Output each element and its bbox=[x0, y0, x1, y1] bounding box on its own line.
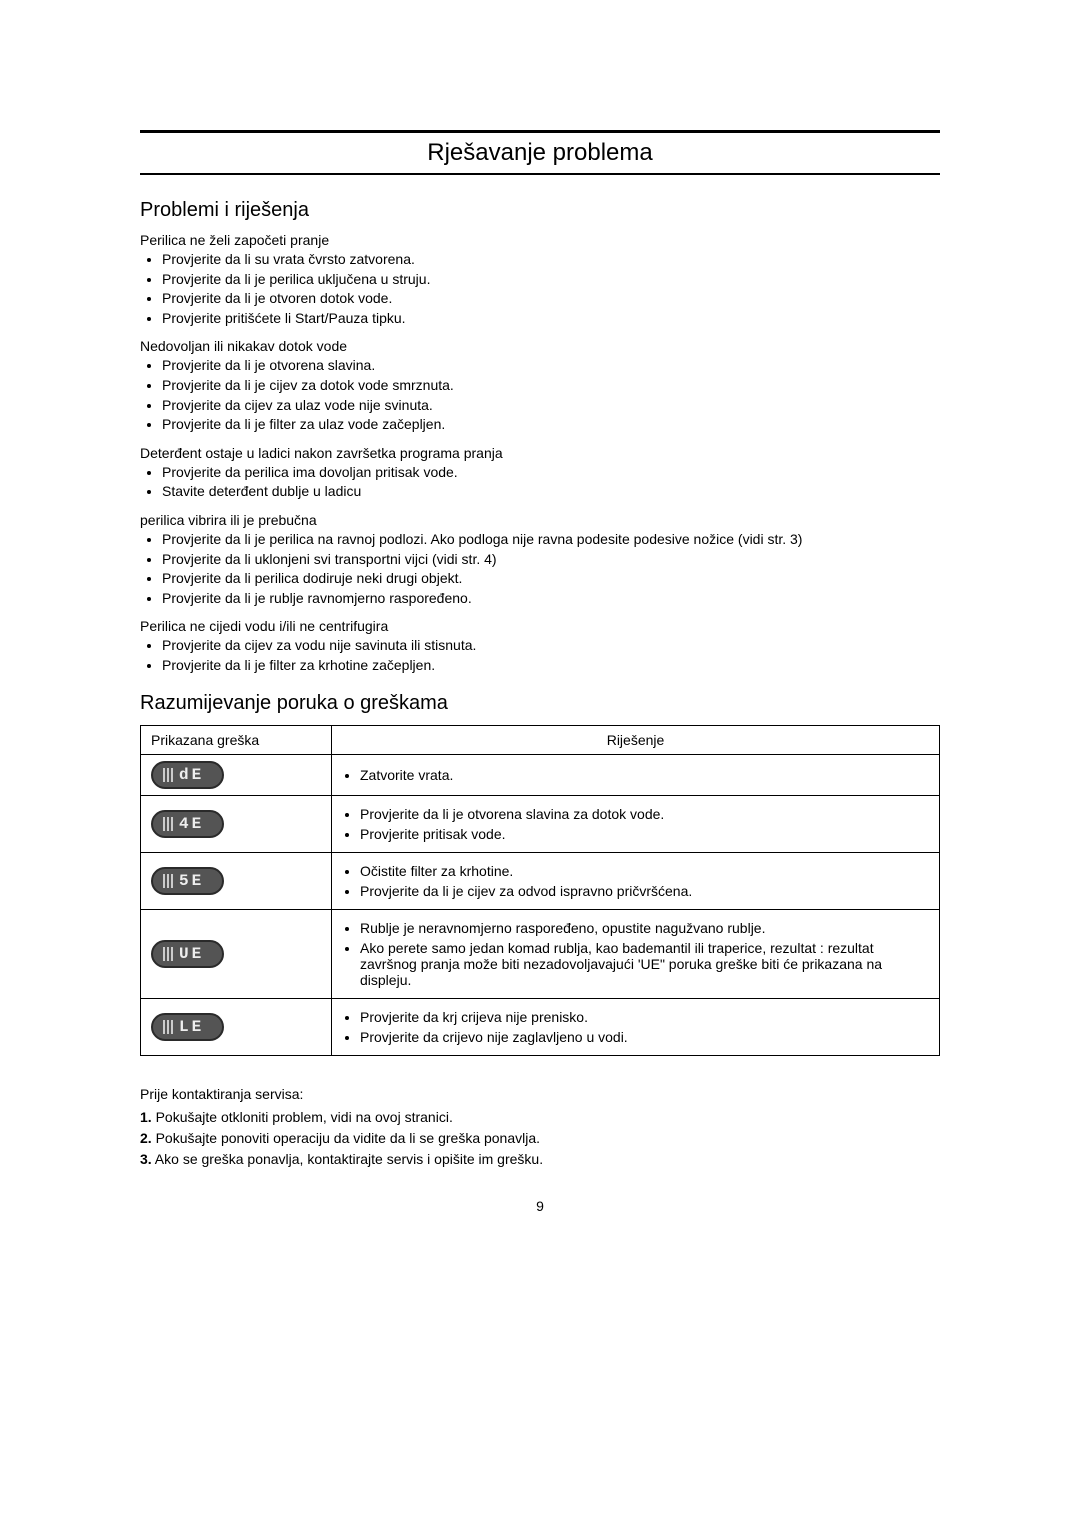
problem-items: Provjerite da li su vrata čvrsto zatvore… bbox=[140, 250, 940, 328]
solution-list: Rublje je neravnomjerno raspoređeno, opu… bbox=[342, 920, 929, 988]
badge-stripes-icon bbox=[163, 874, 173, 888]
error-code-text: 4E bbox=[179, 815, 204, 833]
problem-block: Nedovoljan ili nikakav dotok vode Provjer… bbox=[140, 338, 940, 434]
error-code-cell: UE bbox=[141, 909, 332, 998]
table-row: 5E Očistite filter za krhotine. Provjerite… bbox=[141, 852, 940, 909]
section-heading-problems: Problemi i riješenja bbox=[140, 199, 940, 222]
solution-cell: Zatvorite vrata. bbox=[332, 754, 940, 795]
problem-item: Provjerite da cijev za vodu nije savinut… bbox=[162, 636, 940, 656]
footer-lead: Prije kontaktiranja servisa: bbox=[140, 1084, 940, 1105]
solution-cell: Očistite filter za krhotine. Provjerite d… bbox=[332, 852, 940, 909]
problem-item: Provjerite da li je perilica na ravnoj p… bbox=[162, 530, 940, 550]
footer-step-number: 2. bbox=[140, 1130, 152, 1146]
problem-block: perilica vibrira ili je prebučna Provjeri… bbox=[140, 512, 940, 608]
solution-item: Provjerite da crijevo nije zaglavljeno u… bbox=[360, 1029, 929, 1045]
error-code-text: LE bbox=[179, 1018, 204, 1036]
badge-stripes-icon bbox=[163, 768, 173, 782]
solution-item: Provjerite pritisak vode. bbox=[360, 826, 929, 842]
error-code-cell: 5E bbox=[141, 852, 332, 909]
footer-steps: 1. Pokušajte otkloniti problem, vidi na … bbox=[140, 1107, 940, 1170]
solution-item: Rublje je neravnomjerno raspoređeno, opu… bbox=[360, 920, 929, 936]
problem-title: Perilica ne cijedi vodu i/ili ne centrif… bbox=[140, 618, 940, 634]
problem-item: Provjerite da li je otvoren dotok vode. bbox=[162, 289, 940, 309]
table-header-error: Prikazana greška bbox=[141, 725, 332, 754]
problem-item: Provjerite da li je perilica uključena u… bbox=[162, 270, 940, 290]
error-code-cell: 4E bbox=[141, 795, 332, 852]
error-code-badge: 5E bbox=[151, 867, 224, 895]
footer-block: Prije kontaktiranja servisa: 1. Pokušajt… bbox=[140, 1084, 940, 1170]
error-code-text: UE bbox=[179, 945, 204, 963]
problems-list: Perilica ne želi započeti pranje Provjeri… bbox=[140, 232, 940, 676]
solution-list: Provjerite da li je otvorena slavina za … bbox=[342, 806, 929, 842]
problem-item: Provjerite da li je otvorena slavina. bbox=[162, 356, 940, 376]
solution-item: Provjerite da krj crijeva nije prenisko. bbox=[360, 1009, 929, 1025]
error-code-cell: dE bbox=[141, 754, 332, 795]
error-code-text: dE bbox=[179, 766, 204, 784]
error-code-badge: 4E bbox=[151, 810, 224, 838]
solution-item: Provjerite da li je cijev za odvod ispra… bbox=[360, 883, 929, 899]
badge-stripes-icon bbox=[163, 947, 173, 961]
solution-list: Zatvorite vrata. bbox=[342, 767, 929, 783]
problem-items: Provjerite da perilica ima dovoljan prit… bbox=[140, 463, 940, 502]
badge-stripes-icon bbox=[163, 817, 173, 831]
page-title: Rješavanje problema bbox=[140, 130, 940, 175]
problem-item: Provjerite da li je filter za krhotine z… bbox=[162, 656, 940, 676]
problem-title: Perilica ne želi započeti pranje bbox=[140, 232, 940, 248]
table-row: dE Zatvorite vrata. bbox=[141, 754, 940, 795]
solution-item: Zatvorite vrata. bbox=[360, 767, 929, 783]
footer-step-number: 3. bbox=[140, 1151, 152, 1167]
footer-step: 1. Pokušajte otkloniti problem, vidi na … bbox=[140, 1107, 940, 1128]
solution-cell: Provjerite da li je otvorena slavina za … bbox=[332, 795, 940, 852]
problem-items: Provjerite da li je otvorena slavina.Pro… bbox=[140, 356, 940, 434]
problem-item: Provjerite da li uklonjeni svi transport… bbox=[162, 550, 940, 570]
footer-step: 3. Ako se greška ponavlja, kontaktirajte… bbox=[140, 1149, 940, 1170]
footer-step-number: 1. bbox=[140, 1109, 152, 1125]
problem-item: Provjerite da li je filter za ulaz vode … bbox=[162, 415, 940, 435]
problem-item: Provjerite da perilica ima dovoljan prit… bbox=[162, 463, 940, 483]
table-row: 4E Provjerite da li je otvorena slavina z… bbox=[141, 795, 940, 852]
problem-item: Provjerite da li su vrata čvrsto zatvore… bbox=[162, 250, 940, 270]
error-code-badge: dE bbox=[151, 761, 224, 789]
problem-item: Provjerite pritišćete li Start/Pauza tip… bbox=[162, 309, 940, 329]
problem-items: Provjerite da li je perilica na ravnoj p… bbox=[140, 530, 940, 608]
error-code-badge: LE bbox=[151, 1013, 224, 1041]
problem-item: Provjerite da li je cijev za dotok vode … bbox=[162, 376, 940, 396]
problem-item: Provjerite da li perilica dodiruje neki … bbox=[162, 569, 940, 589]
section-heading-errors: Razumijevanje poruka o greškama bbox=[140, 692, 940, 715]
page-container: Rješavanje problema Problemi i riješenja… bbox=[0, 0, 1080, 1274]
problem-item: Stavite deterđent dublje u ladicu bbox=[162, 482, 940, 502]
solution-cell: Rublje je neravnomjerno raspoređeno, opu… bbox=[332, 909, 940, 998]
page-number: 9 bbox=[140, 1198, 940, 1214]
problem-item: Provjerite da cijev za ulaz vode nije sv… bbox=[162, 396, 940, 416]
problem-items: Provjerite da cijev za vodu nije savinut… bbox=[140, 636, 940, 675]
problem-block: Deterđent ostaje u ladici nakon završetk… bbox=[140, 445, 940, 502]
solution-list: Provjerite da krj crijeva nije prenisko.… bbox=[342, 1009, 929, 1045]
problem-title: perilica vibrira ili je prebučna bbox=[140, 512, 940, 528]
table-header-solution: Riješenje bbox=[332, 725, 940, 754]
problem-item: Provjerite da li je rublje ravnomjerno r… bbox=[162, 589, 940, 609]
problem-title: Deterđent ostaje u ladici nakon završetk… bbox=[140, 445, 940, 461]
table-row: LE Provjerite da krj crijeva nije prenisk… bbox=[141, 998, 940, 1055]
footer-step: 2. Pokušajte ponoviti operaciju da vidit… bbox=[140, 1128, 940, 1149]
badge-stripes-icon bbox=[163, 1020, 173, 1034]
solution-item: Očistite filter za krhotine. bbox=[360, 863, 929, 879]
problem-block: Perilica ne cijedi vodu i/ili ne centrif… bbox=[140, 618, 940, 675]
error-code-badge: UE bbox=[151, 940, 224, 968]
error-code-cell: LE bbox=[141, 998, 332, 1055]
error-code-text: 5E bbox=[179, 872, 204, 890]
solution-cell: Provjerite da krj crijeva nije prenisko.… bbox=[332, 998, 940, 1055]
solution-item: Provjerite da li je otvorena slavina za … bbox=[360, 806, 929, 822]
problem-title: Nedovoljan ili nikakav dotok vode bbox=[140, 338, 940, 354]
solution-list: Očistite filter za krhotine. Provjerite d… bbox=[342, 863, 929, 899]
solution-item: Ako perete samo jedan komad rublja, kao … bbox=[360, 940, 929, 988]
table-row: UE Rublje je neravnomjerno raspoređeno, o… bbox=[141, 909, 940, 998]
problem-block: Perilica ne želi započeti pranje Provjeri… bbox=[140, 232, 940, 328]
error-table: Prikazana greška Riješenje dE Zatvorite v… bbox=[140, 725, 940, 1056]
